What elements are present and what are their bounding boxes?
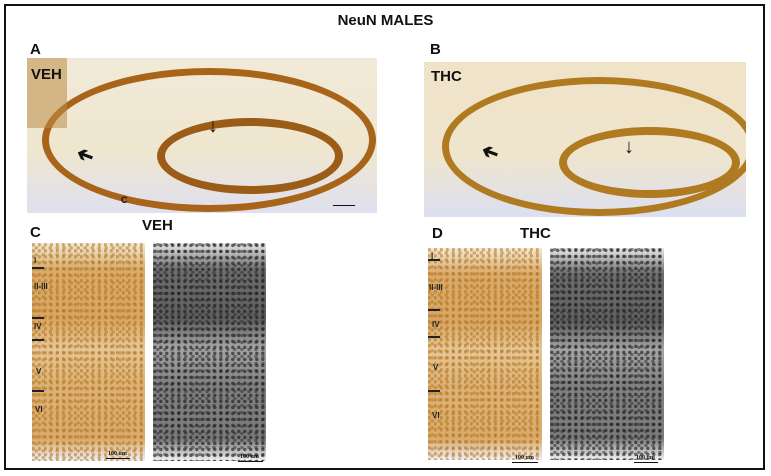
layer-label-i: I [431,252,434,261]
pyramidal-layer-band [42,68,376,212]
panel-a-hippocampus-image [27,58,377,213]
scale-bar [512,462,538,463]
layer-tick [428,309,440,311]
layer-tick [32,390,44,392]
pyramidal-layer-band [442,77,746,216]
arrow-down-icon: ↓ [624,136,634,158]
panel-b-condition: THC [431,68,462,85]
dentate-gyrus-band [559,127,740,198]
layer-label-v: V [36,367,42,376]
layer-label-i: I [34,256,37,265]
layer-tick [428,336,440,338]
layer-label-ii-iii: II-III [34,282,48,291]
layer-tick [32,317,44,319]
layer-tick [428,390,440,392]
layer-tick [428,259,440,261]
layer-label-iv: IV [34,322,42,331]
panel-a-condition: VEH [31,66,62,83]
dentate-gyrus-band [157,118,343,194]
scale-bar-label: 100 um [636,455,655,461]
layer-label-v: V [433,363,439,372]
panel-label-a: A [30,41,41,58]
panel-c-cortex-brown-image [32,243,145,461]
panel-label-d: D [432,225,443,242]
cortex-corner [27,58,67,128]
scale-bar [238,461,263,462]
scale-bar [634,462,658,463]
layer-label-vi: VI [35,405,43,414]
panel-label-b: B [430,41,441,58]
layer-label-vi: VI [432,411,440,420]
layer-label-iv: IV [432,320,440,329]
panel-b-hippocampus-image [424,62,746,217]
scale-bar-label: 100 um [240,454,259,460]
scale-bar-label: 100 um [515,455,534,461]
figure-title: NeuN MALES [337,12,434,29]
layer-tick [32,267,44,269]
layer-tick [32,339,44,341]
region-marker-c: C [121,195,128,205]
panel-d-condition: THC [520,225,551,242]
panel-c-condition: VEH [142,217,173,234]
panel-d-cortex-brown-image [428,248,542,460]
panel-label-c: C [30,224,41,241]
arrow-down-icon: ↓ [208,115,218,137]
layer-label-ii-iii: II-III [429,283,443,292]
scale-bar-a [333,205,355,206]
scale-bar-label: 100 um [108,451,127,457]
panel-d-cortex-gray-image [550,248,664,460]
scale-bar [106,458,130,459]
panel-c-cortex-gray-image [153,243,266,461]
